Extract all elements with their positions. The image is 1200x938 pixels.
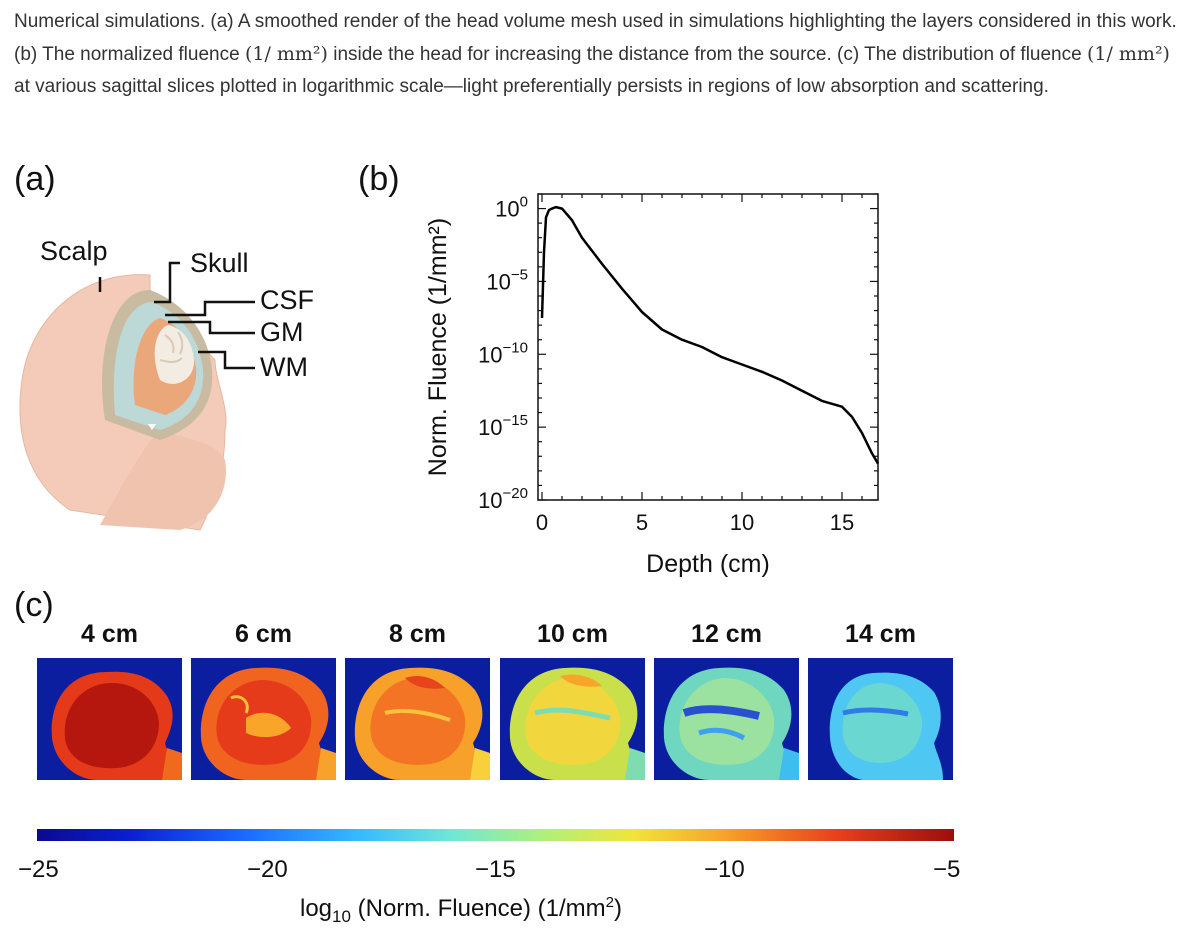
fluence-line <box>540 205 880 465</box>
slice-image-8cm <box>345 658 490 780</box>
panel-a-label: (a) <box>14 160 56 198</box>
y-tick-label: 10−15 <box>478 412 528 440</box>
caption-unit-2: (1/ mm²) <box>1086 43 1170 65</box>
slice-title-6cm: 6 cm <box>235 620 292 648</box>
caption-part1: Numerical simulations. (a) A smoothed re… <box>14 11 1177 65</box>
caption-part2: inside the head for increasing the dista… <box>327 44 1087 65</box>
label-gm: GM <box>260 317 304 347</box>
label-csf: CSF <box>260 285 314 315</box>
colorbar-label-end: ) <box>614 895 622 922</box>
label-skull: Skull <box>190 248 249 278</box>
head-render <box>19 261 255 531</box>
y-axis-label: Norm. Fluence (1/mm²) <box>424 218 452 476</box>
slice-title-4cm: 4 cm <box>81 620 138 648</box>
fluence-depth-chart: 0 5 10 15 100 10−5 10−10 10−15 10−20 Depth (cm) No… <box>424 193 880 578</box>
slice-title-10cm: 10 cm <box>537 620 608 648</box>
colorbar-label-sup: 2 <box>605 894 614 911</box>
y-tick-label: 100 <box>495 194 528 222</box>
slice-image-4cm <box>37 658 182 780</box>
panel-c-label: (c) <box>14 586 54 624</box>
colorbar-label: log10 (Norm. Fluence) (1/mm2) <box>300 894 622 927</box>
slice-image-12cm <box>654 658 799 780</box>
colorbar-tick-3: −15 <box>475 856 516 883</box>
y-tick-label: 10−10 <box>478 339 528 367</box>
x-tick-label: 5 <box>636 510 648 535</box>
slice-image-6cm <box>191 658 336 780</box>
colorbar-label-sub: 10 <box>332 906 351 926</box>
x-tick-label: 15 <box>830 510 854 535</box>
slice-image-10cm <box>500 658 645 780</box>
slice-title-14cm: 14 cm <box>845 620 916 648</box>
y-tick-label: 10−20 <box>478 485 528 513</box>
slice-image-14cm <box>808 658 953 780</box>
x-tick-label: 10 <box>730 510 754 535</box>
colorbar <box>37 829 954 841</box>
caption-part3: at various sagittal slices plotted in lo… <box>14 76 1049 97</box>
colorbar-label-log: log <box>300 895 333 922</box>
y-tick-label: 10−5 <box>486 266 528 294</box>
caption-unit-1: (1/ mm²) <box>244 43 328 65</box>
colorbar-tick-4: −10 <box>704 856 745 883</box>
colorbar-tick-2: −20 <box>247 856 288 883</box>
slice-title-12cm: 12 cm <box>691 620 762 648</box>
colorbar-label-rest: (Norm. Fluence) (1/mm <box>350 895 606 922</box>
colorbar-tick-5: −5 <box>933 856 961 883</box>
plot-frame <box>537 193 879 501</box>
slice-title-8cm: 8 cm <box>389 620 446 648</box>
figure-caption: Numerical simulations. (a) A smoothed re… <box>14 6 1186 103</box>
label-wm: WM <box>260 352 308 382</box>
x-axis-label: Depth (cm) <box>646 550 770 578</box>
x-tick-label: 0 <box>536 510 548 535</box>
label-scalp: Scalp <box>40 236 108 266</box>
colorbar-tick-1: −25 <box>18 856 59 883</box>
panel-b-label: (b) <box>358 160 400 198</box>
